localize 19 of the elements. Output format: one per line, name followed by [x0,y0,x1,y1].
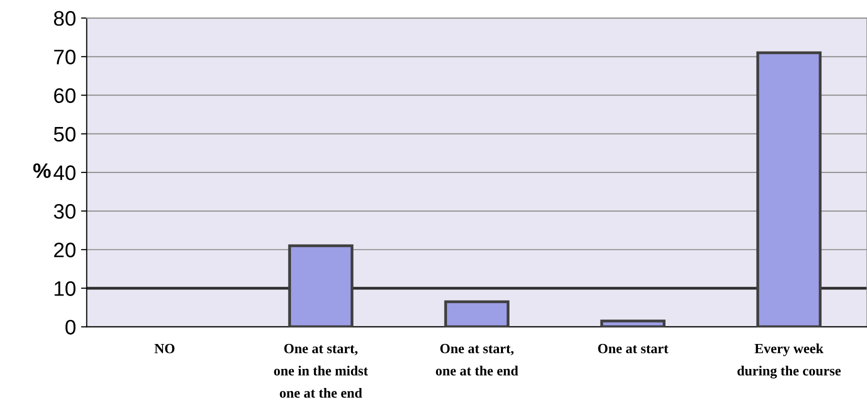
bar [288,244,354,327]
y-tick-label: 20 [54,242,76,258]
x-tick-label: Every week during the course [737,343,841,378]
bar [600,320,666,327]
y-tick-label: 80 [54,11,76,26]
bar [756,51,822,327]
x-tick-label: One at start, one at the end [436,344,518,376]
y-tick-label: 0 [66,320,76,335]
y-tick-label: 40 [54,165,76,180]
y-tick-label: 50 [54,126,76,142]
x-tick-label: One at start, one in the midst one at the end [274,344,368,398]
x-tick-label: One at start [598,344,668,354]
y-tick-label: 60 [54,88,76,103]
bar [444,300,510,327]
x-tick-label: NO [154,344,174,354]
y-axis-title: % [33,163,51,178]
y-tick-label: 70 [54,50,76,64]
y-tick-label: 30 [54,204,76,219]
y-tick-label: 10 [54,281,76,296]
